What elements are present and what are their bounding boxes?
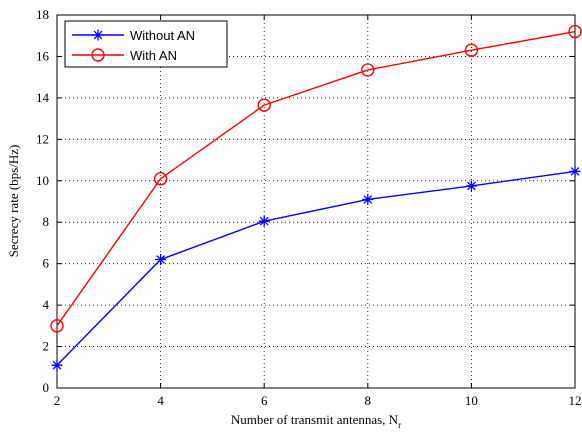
y-tick-label: 6 bbox=[43, 256, 50, 271]
series-without-an bbox=[51, 165, 581, 371]
x-tick-label: 12 bbox=[569, 393, 582, 408]
legend-label-with-an: With AN bbox=[130, 48, 177, 63]
x-tick-labels: 2 4 6 8 10 12 bbox=[54, 393, 582, 408]
data-point-asterisk bbox=[362, 193, 374, 205]
data-point-asterisk bbox=[569, 165, 581, 177]
y-axis-label: Secrecy rate (bps/Hz) bbox=[6, 145, 21, 258]
x-tick-label: 4 bbox=[157, 393, 164, 408]
y-tick-label: 18 bbox=[36, 7, 49, 22]
series-with-an bbox=[50, 24, 582, 333]
data-point-circle bbox=[361, 63, 375, 77]
legend-box bbox=[64, 20, 228, 68]
plot-frame bbox=[56, 14, 576, 389]
tick-marks bbox=[56, 14, 576, 389]
y-tick-label: 12 bbox=[36, 131, 49, 146]
x-tick-label: 6 bbox=[261, 393, 268, 408]
x-tick-label: 8 bbox=[365, 393, 372, 408]
legend-marker-without-an bbox=[92, 29, 104, 41]
y-tick-label: 8 bbox=[43, 214, 50, 229]
y-tick-label: 14 bbox=[36, 90, 50, 105]
data-point-circle bbox=[464, 43, 479, 57]
y-tick-label: 4 bbox=[43, 297, 50, 312]
y-tick-label: 10 bbox=[36, 173, 49, 188]
series-line bbox=[56, 170, 576, 366]
series-line bbox=[56, 30, 576, 327]
y-tick-labels: 0 2 4 6 8 10 12 14 16 18 bbox=[36, 7, 50, 395]
y-tick-label: 2 bbox=[43, 339, 50, 354]
legend-marker-with-an bbox=[91, 48, 105, 62]
series-layer bbox=[50, 24, 582, 371]
data-point-circle bbox=[568, 24, 582, 39]
x-tick-label: 10 bbox=[465, 393, 478, 408]
data-point-circle bbox=[153, 172, 168, 186]
data-point-asterisk bbox=[465, 180, 477, 192]
grid bbox=[57, 15, 575, 388]
data-point-asterisk bbox=[155, 254, 167, 266]
data-point-asterisk bbox=[92, 29, 104, 41]
data-point-circle bbox=[91, 48, 105, 62]
y-tick-label: 16 bbox=[36, 48, 50, 63]
x-axis-label: Number of transmit antennas, Nr bbox=[231, 412, 401, 430]
legend: Without AN With AN bbox=[64, 20, 228, 68]
data-point-circle bbox=[257, 98, 271, 112]
data-point-asterisk bbox=[258, 215, 270, 227]
data-point-asterisk bbox=[51, 359, 63, 371]
y-tick-label: 0 bbox=[43, 380, 50, 395]
legend-label-without-an: Without AN bbox=[130, 28, 195, 43]
x-tick-label: 2 bbox=[54, 393, 61, 408]
data-point-circle bbox=[50, 319, 64, 333]
